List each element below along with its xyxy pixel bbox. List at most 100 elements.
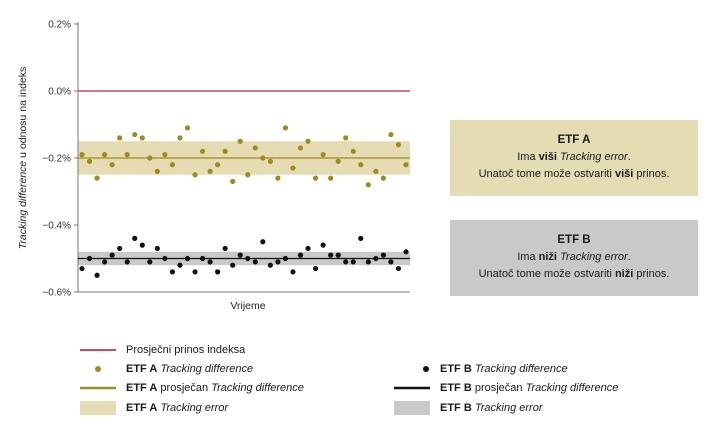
etf-b-point	[124, 259, 130, 265]
etf-b-point	[388, 259, 394, 265]
etf-a-point	[79, 152, 85, 158]
etf-b-point	[282, 255, 289, 262]
etf-b-point	[260, 239, 266, 245]
etf-a-point	[124, 152, 130, 158]
etf-a-point	[380, 175, 386, 181]
etf-a-point	[147, 155, 153, 161]
etf-a-point	[245, 172, 251, 178]
etf-a-point	[320, 152, 326, 158]
etf-a-point	[388, 131, 394, 138]
legend-etf-b-te-label: ETF B Tracking error	[440, 402, 543, 414]
etf-a-point	[117, 135, 123, 141]
etf-b-point	[199, 255, 206, 262]
etf-b-point	[275, 259, 281, 265]
etf-a-band-swatch	[80, 401, 116, 415]
etf-a-point	[335, 158, 341, 164]
etf-b-point	[245, 255, 251, 262]
etf-a-point	[358, 162, 364, 168]
etf-b-point	[297, 252, 304, 258]
etf-b-point	[162, 255, 168, 262]
etf-a-point	[267, 158, 273, 164]
y-tick-label: 0.0%	[48, 87, 71, 98]
etf-b-point	[192, 269, 198, 275]
etf-a-point	[207, 168, 213, 174]
etf-b-point	[403, 249, 409, 255]
y-tick-label: −0.2%	[42, 154, 71, 165]
etf-a-point	[365, 182, 371, 188]
etf-b-point	[222, 245, 228, 252]
etf-b-point	[350, 259, 356, 265]
etf-b-point	[237, 252, 243, 258]
etf-b-point	[365, 259, 371, 265]
legend-etf-a-te: ETF A Tracking error	[80, 401, 400, 415]
etf-a-point	[395, 142, 402, 148]
etf-b-box-line2: Unatoč tome može ostvariti niži prinos.	[478, 268, 670, 280]
etf-b-point	[358, 235, 364, 241]
etf-a-point	[312, 175, 319, 181]
index-line-swatch	[80, 349, 116, 351]
legend-etf-a-td: ETF A Tracking difference	[80, 362, 400, 376]
etf-b-point	[169, 269, 176, 275]
etf-a-point	[328, 175, 334, 181]
etf-b-point	[335, 252, 341, 258]
etf-b-point	[328, 252, 334, 258]
legend-etf-a-te-label: ETF A Tracking error	[126, 402, 229, 414]
legend-etf-a-td-label: ETF A Tracking difference	[126, 363, 254, 375]
etf-b-point	[252, 259, 258, 265]
etf-b-point	[102, 259, 108, 265]
etf-b-point	[147, 259, 153, 265]
etf-a-point	[192, 172, 198, 178]
etf-a-point	[162, 152, 168, 158]
etf-b-point	[154, 245, 160, 252]
etf-a-box-line1: Ima viši Tracking error.	[517, 151, 631, 163]
etf-b-dot-swatch	[423, 366, 429, 372]
etf-a-point	[94, 175, 100, 181]
chart: 0.2% 0.0% −0.2% −0.4% −0.6% Vrijeme Tracking d…	[17, 20, 410, 312]
etf-b-point	[184, 255, 191, 262]
etf-a-point	[260, 155, 266, 161]
etf-b-point	[177, 262, 183, 268]
legend-index-return: Prosječni prinos indeksa	[80, 343, 400, 357]
etf-b-point	[109, 252, 115, 258]
etf-a-point	[109, 162, 115, 168]
legend-index-label: Prosječni prinos indeksa	[126, 344, 246, 356]
etf-a-point	[177, 135, 183, 141]
etf-a-point	[305, 138, 311, 144]
etf-b-point	[312, 265, 319, 272]
etf-a-point	[222, 148, 228, 154]
etf-b-point	[86, 255, 93, 262]
legend-etf-b-td: ETF B Tracking difference	[394, 362, 704, 376]
etf-a-point	[350, 148, 356, 154]
etf-a-point	[102, 152, 108, 158]
etf-b-box-line1: Ima niži Tracking error.	[517, 251, 631, 263]
etf-a-point	[282, 125, 289, 131]
etf-a-point	[199, 148, 206, 154]
etf-a-point	[215, 162, 221, 168]
etf-a-point	[252, 145, 258, 151]
etf-b-info-box: ETF B Ima niži Tracking error. Unatoč to…	[450, 220, 698, 296]
legend-etf-b-avg: ETF B prosječan Tracking difference	[394, 381, 704, 395]
etf-b-avg-line-swatch	[394, 386, 430, 390]
etf-b-point	[290, 269, 296, 275]
etf-a-point	[373, 168, 379, 174]
etf-b-point	[320, 242, 326, 248]
etf-b-point	[380, 252, 386, 258]
etf-b-point	[305, 245, 311, 252]
legend-etf-a-avg-label: ETF A prosječan Tracking difference	[126, 382, 304, 394]
etf-a-point	[230, 178, 236, 185]
y-tick-label: −0.6%	[42, 288, 71, 299]
etf-a-point	[169, 162, 176, 168]
etf-b-point	[267, 262, 273, 268]
legend-etf-b-td-label: ETF B Tracking difference	[440, 363, 568, 375]
etf-b-point	[139, 242, 145, 248]
etf-b-point	[132, 235, 138, 241]
etf-a-point	[154, 168, 160, 174]
etf-b-point	[343, 259, 349, 265]
etf-b-band-swatch	[394, 401, 430, 415]
etf-a-point	[139, 135, 145, 141]
etf-b-box-title: ETF B	[557, 234, 591, 246]
etf-b-point	[94, 272, 100, 278]
legend-etf-b-te: ETF B Tracking error	[394, 401, 704, 415]
etf-a-box-line2: Unatoč tome može ostvariti viši prinos.	[478, 168, 670, 180]
